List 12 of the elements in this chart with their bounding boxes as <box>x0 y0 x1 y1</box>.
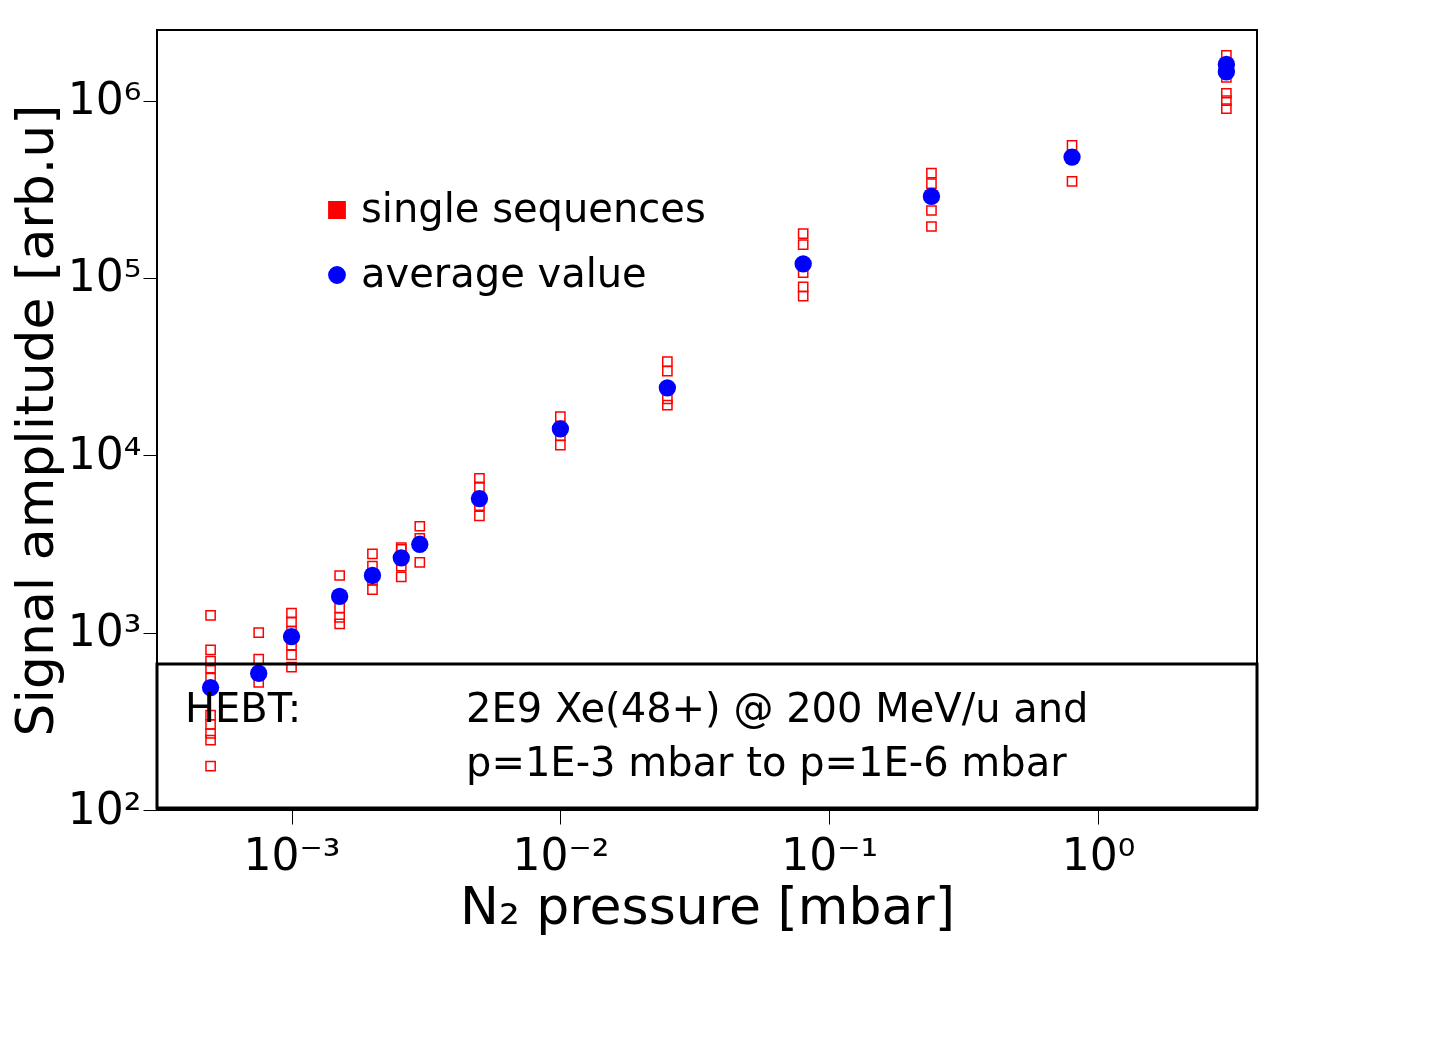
legend-label: single sequences <box>361 185 706 231</box>
y-tick-label: 10⁵ <box>67 250 142 302</box>
x-tick-label: 10⁻³ <box>243 828 341 880</box>
y-axis-title: Signal amplitude [arb.u] <box>4 104 65 737</box>
y-tick-label: 10² <box>67 782 142 834</box>
y-tick-label: 10⁴ <box>67 427 142 479</box>
y-tick-label: 10³ <box>67 605 142 657</box>
x-tick-label: 10⁰ <box>1061 828 1136 880</box>
annotation: 2E9 Xe(48+) @ 200 MeV/u and p=1E-3 mbar to p=1E-6 mbar <box>466 685 1089 785</box>
legend-label: average value <box>361 250 647 296</box>
y-tick-label: 10⁶ <box>67 73 142 125</box>
annotation: HEBT: <box>185 685 302 731</box>
